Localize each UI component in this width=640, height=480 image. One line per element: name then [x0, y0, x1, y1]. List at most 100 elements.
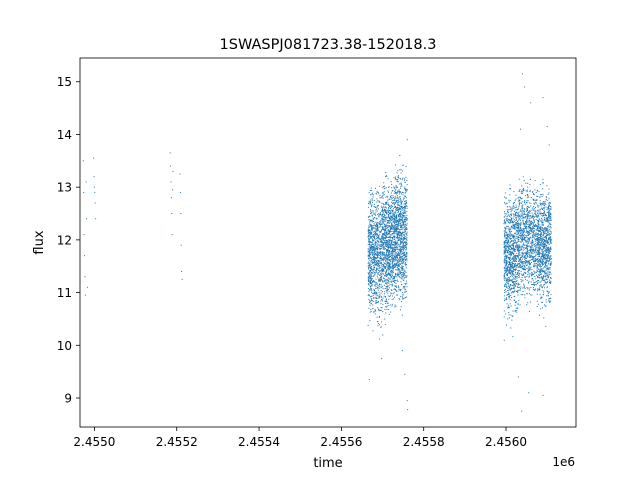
data-point — [503, 222, 505, 224]
data-point — [509, 250, 511, 252]
data-point — [401, 350, 403, 352]
data-point — [373, 271, 375, 273]
data-point — [400, 209, 402, 211]
data-point — [513, 265, 515, 267]
data-point — [370, 231, 372, 233]
data-point — [406, 184, 408, 186]
data-point — [528, 210, 530, 212]
data-point — [377, 307, 379, 309]
data-point — [550, 217, 552, 219]
data-point — [527, 256, 529, 258]
data-point — [534, 282, 536, 284]
data-point — [395, 228, 397, 230]
data-point — [521, 262, 523, 264]
data-point — [84, 294, 86, 296]
data-point — [83, 191, 85, 193]
data-point — [383, 295, 385, 297]
data-point — [392, 285, 394, 287]
data-point — [370, 251, 372, 253]
data-point — [386, 275, 388, 277]
data-point — [394, 242, 396, 244]
data-point — [399, 251, 401, 253]
data-point — [515, 266, 517, 268]
data-point — [544, 304, 546, 306]
data-point — [388, 243, 390, 245]
data-point — [399, 214, 401, 216]
data-point — [405, 229, 407, 231]
data-point — [377, 257, 379, 259]
data-point — [516, 260, 518, 262]
data-point — [522, 201, 524, 203]
data-point — [533, 270, 535, 272]
data-point — [384, 274, 386, 276]
data-point — [509, 241, 511, 243]
data-point — [406, 223, 408, 225]
data-point — [503, 259, 505, 261]
data-point — [527, 282, 529, 284]
data-point — [379, 194, 381, 196]
data-point — [390, 281, 392, 283]
data-point — [391, 283, 393, 285]
data-point — [378, 213, 380, 215]
data-point — [395, 240, 397, 242]
data-point — [520, 236, 522, 238]
data-point — [382, 277, 384, 279]
data-point — [529, 190, 531, 192]
data-point — [526, 202, 528, 204]
data-point — [372, 239, 374, 241]
data-point — [505, 271, 507, 273]
data-point — [397, 178, 399, 180]
data-point — [549, 268, 551, 270]
data-point — [523, 267, 525, 269]
data-point — [505, 324, 507, 326]
data-point — [406, 249, 408, 251]
data-point — [367, 265, 369, 267]
data-point — [520, 224, 522, 226]
data-point — [389, 255, 391, 257]
data-point — [510, 288, 512, 290]
data-point — [507, 251, 509, 253]
data-point — [373, 235, 375, 237]
data-point — [401, 249, 403, 251]
data-point — [373, 262, 375, 264]
data-point — [395, 256, 397, 258]
data-point — [532, 232, 534, 234]
data-point — [383, 253, 385, 255]
data-point — [399, 230, 401, 232]
data-point — [392, 261, 394, 263]
data-point — [523, 237, 525, 239]
data-point — [393, 255, 395, 257]
data-point — [400, 216, 402, 218]
data-point — [394, 197, 396, 199]
data-point — [541, 217, 543, 219]
data-point — [376, 198, 378, 200]
data-point — [387, 258, 389, 260]
data-point — [382, 242, 384, 244]
data-point — [521, 237, 523, 239]
data-point — [368, 241, 370, 243]
data-point — [380, 219, 382, 221]
data-point — [548, 300, 550, 302]
data-point — [400, 211, 402, 213]
data-point — [508, 243, 510, 245]
data-point — [404, 211, 406, 213]
data-point — [377, 295, 379, 297]
data-point — [519, 230, 521, 232]
data-point — [544, 228, 546, 230]
data-point — [505, 251, 507, 253]
data-point — [513, 296, 515, 298]
data-point — [528, 276, 530, 278]
data-point — [383, 208, 385, 210]
data-point — [376, 321, 378, 323]
data-point — [371, 246, 373, 248]
data-point — [394, 204, 396, 206]
data-point — [391, 247, 393, 249]
data-point — [369, 266, 371, 268]
data-point — [526, 275, 528, 277]
data-point — [387, 229, 389, 231]
data-point — [372, 227, 374, 229]
data-point — [404, 291, 406, 293]
data-point — [403, 245, 405, 247]
data-point — [503, 316, 505, 318]
data-point — [549, 208, 551, 210]
